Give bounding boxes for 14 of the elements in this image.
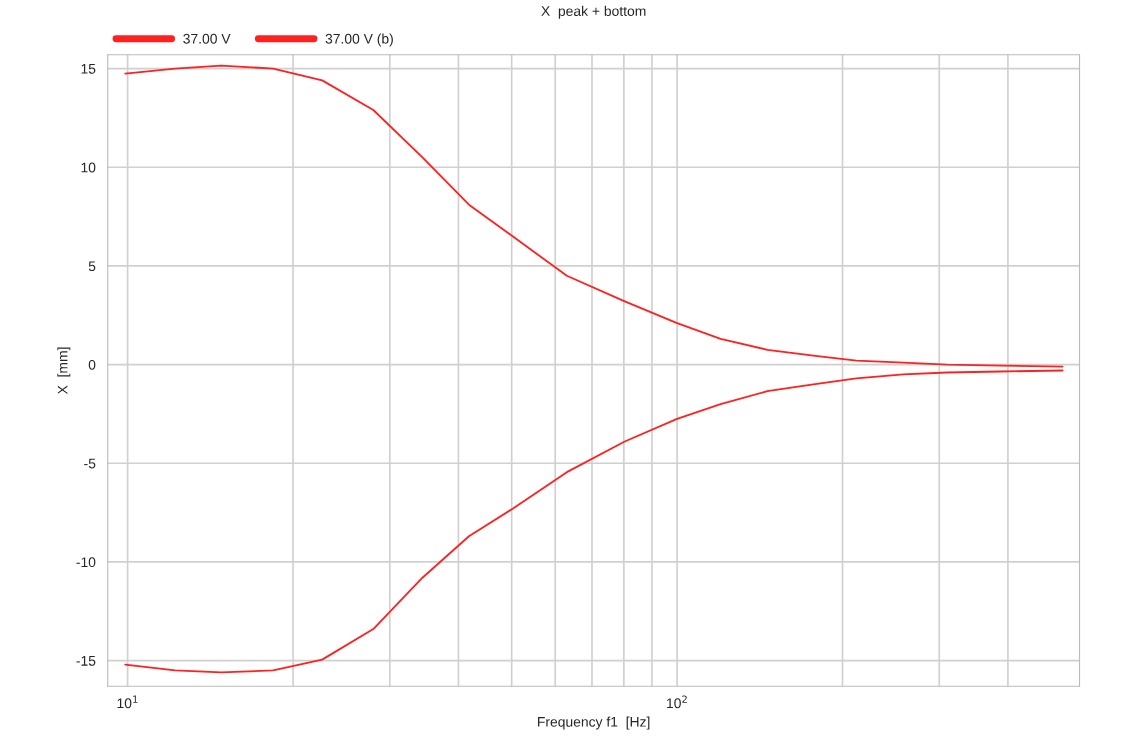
legend-label: 37.00 V (b) [325, 33, 393, 47]
x-tick-label: 10$^{2}$ [667, 695, 687, 709]
y-tick-label: -15 [76, 656, 96, 666]
legend-label: 37.00 V [183, 33, 231, 44]
y-tick-label: -10 [76, 557, 96, 568]
x-axis-title: Frequency f1 [Hz] [538, 716, 650, 730]
y-tick-label: 10 [81, 162, 96, 173]
y-tick-label: 0 [88, 359, 96, 370]
y-tick-label: 15 [81, 64, 96, 74]
x-tick-label: 10$^{1}$ [117, 695, 138, 709]
chart-title: X peak + bottom [541, 5, 646, 19]
y-axis-title: X [mm] [57, 347, 71, 395]
y-tick-label: -5 [84, 458, 96, 469]
y-tick-label: 5 [88, 261, 96, 272]
